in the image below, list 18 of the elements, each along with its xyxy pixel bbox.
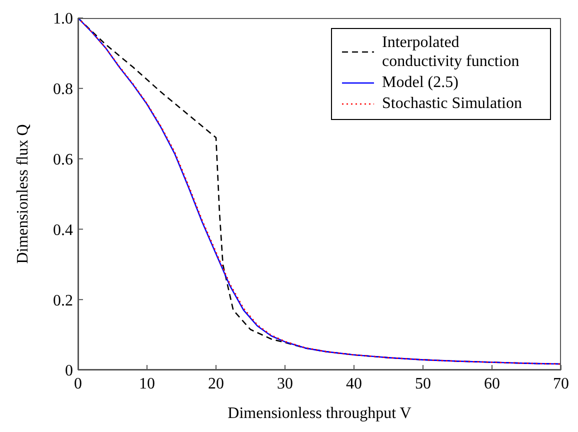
y-tick-label: 0.2 bbox=[53, 292, 73, 310]
x-tick-label: 10 bbox=[139, 375, 155, 392]
x-tick-label: 70 bbox=[553, 375, 569, 392]
legend-label: Stochastic Simulation bbox=[382, 94, 522, 113]
y-tick-label: 0.8 bbox=[53, 81, 73, 98]
legend-label: Interpolated conductivity function bbox=[382, 33, 520, 71]
x-axis-title: Dimensionless throughput V bbox=[228, 405, 412, 422]
y-tick-label: 0.4 bbox=[53, 222, 73, 239]
y-axis-title: Dimensionless flux Q bbox=[14, 124, 32, 264]
x-tick-label: 20 bbox=[208, 375, 224, 392]
legend-label: Model (2.5) bbox=[382, 73, 458, 92]
x-tick-label: 50 bbox=[415, 375, 431, 392]
y-tick-label: 1.0 bbox=[53, 10, 73, 28]
y-tick-label: 0 bbox=[65, 362, 73, 380]
x-tick-label: 60 bbox=[484, 375, 500, 392]
x-tick-label: 40 bbox=[346, 375, 362, 392]
y-tick-label: 0.6 bbox=[53, 151, 73, 168]
x-tick-label: 30 bbox=[277, 375, 293, 392]
